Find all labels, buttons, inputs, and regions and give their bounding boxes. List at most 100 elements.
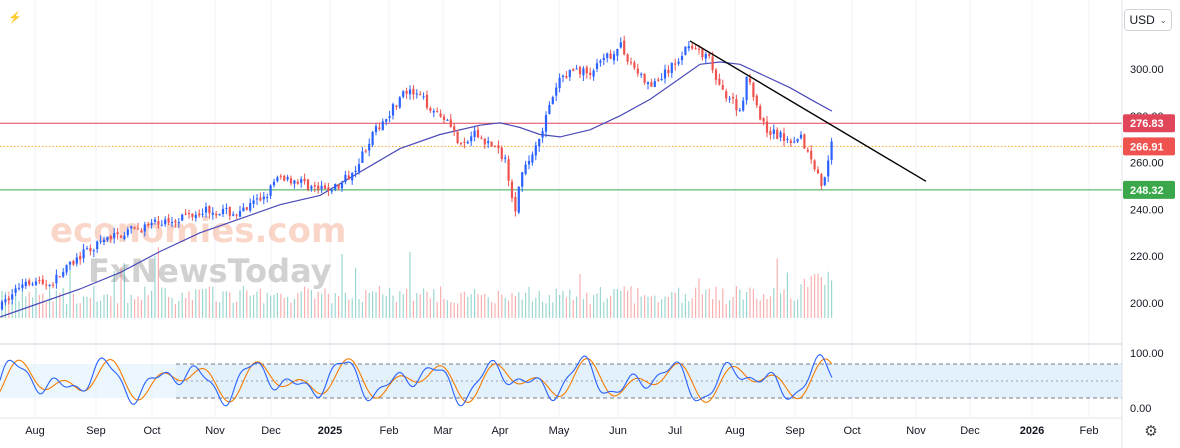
volume-bar (334, 292, 336, 318)
volume-bar (341, 253, 343, 318)
volume-bar (763, 293, 765, 318)
volume-bar (637, 288, 639, 318)
volume-bar (293, 299, 295, 318)
candle-body (391, 104, 395, 116)
volume-bar (157, 247, 159, 318)
candle-body (21, 284, 24, 289)
volume-bar (151, 290, 153, 318)
volume-bar (817, 273, 819, 318)
candle-body (7, 298, 10, 301)
volume-bar (239, 290, 241, 318)
candle-body (538, 138, 541, 147)
candle-body (198, 213, 201, 216)
candle-body (813, 160, 816, 170)
candle-body (476, 129, 480, 138)
volume-bar (572, 299, 574, 318)
trendline[interactable] (689, 40, 927, 182)
candle-body (109, 235, 112, 240)
volume-bar (467, 296, 469, 318)
stochastic-panel (0, 343, 1122, 407)
candle-body (65, 265, 68, 273)
candle-body (779, 132, 782, 138)
candle-body (317, 185, 320, 190)
candle-body (653, 81, 656, 87)
candle-body (218, 213, 221, 216)
candle-body (24, 281, 27, 286)
candle-body (215, 213, 218, 216)
volume-bar (110, 296, 112, 318)
volume-bar (195, 289, 197, 318)
candle-body (249, 203, 252, 211)
candle-body (123, 235, 126, 240)
candle-body (174, 220, 177, 223)
x-tick-label: Aug (25, 425, 45, 437)
candle-body (776, 129, 779, 139)
candle-body (164, 219, 167, 225)
volume-bar (310, 290, 312, 318)
currency-selector[interactable]: USD ⌄ (1124, 9, 1172, 31)
candle-body (578, 66, 582, 75)
volume-bar (477, 293, 479, 318)
volume-bar (232, 302, 234, 318)
volume-bar (450, 302, 452, 318)
candle-body (521, 172, 524, 187)
volume-bar (474, 289, 476, 318)
candle-body (572, 69, 575, 72)
y-tick-label: 240.00 (1130, 204, 1164, 216)
candle-body (255, 198, 259, 200)
candle-body (544, 115, 548, 132)
volume-bar (416, 292, 418, 318)
candle-body (646, 82, 650, 85)
volume-bar (117, 303, 119, 318)
volume-bar (304, 286, 306, 318)
volume-bar (786, 272, 788, 318)
volume-bar (759, 300, 761, 318)
volume-bar (749, 287, 751, 318)
volume-bar (290, 302, 292, 318)
volume-bar (810, 276, 812, 318)
candle-body (667, 69, 670, 74)
gear-icon[interactable]: ⚙ (1144, 423, 1158, 440)
candle-body (660, 78, 663, 80)
candle-body (408, 89, 412, 95)
candle-body (170, 222, 174, 224)
volume-bar (773, 287, 775, 318)
volume-bar (314, 298, 316, 318)
candle-body (68, 261, 72, 265)
volume-bar (49, 286, 51, 318)
volume-bar (831, 280, 833, 318)
candle-body (541, 131, 544, 138)
stoch-d-line (0, 358, 833, 403)
candle-body (432, 110, 435, 113)
candle-body (708, 53, 711, 56)
volume-bar (654, 295, 656, 318)
candle-body (245, 207, 248, 210)
volume-bar (66, 303, 68, 318)
volume-bar (147, 295, 149, 318)
candle-body (711, 56, 714, 71)
volume-bar (154, 256, 156, 318)
volume-bar (610, 295, 612, 318)
volume-bar (113, 270, 115, 318)
candle-body (313, 185, 316, 187)
candle-body (575, 68, 578, 70)
candle-body (830, 141, 833, 160)
time-axis: Aug Sep Oct Nov Dec 2025 Feb Mar Apr May Jun Jul Aug… (25, 425, 1098, 437)
volume-bar (691, 298, 693, 318)
candle-body (480, 137, 483, 139)
volume-bar (331, 303, 333, 318)
volume-bar (725, 303, 727, 318)
volume-bar (752, 289, 754, 318)
volume-bar (72, 293, 74, 318)
volume-bar (718, 300, 720, 318)
volume-bar (120, 267, 122, 318)
volume-bar (205, 288, 207, 318)
volume-bar (365, 290, 367, 318)
candle-body (789, 140, 792, 143)
volume-bar (225, 291, 227, 318)
candle-body (466, 141, 469, 144)
volume-bar (79, 303, 81, 318)
volume-bar (712, 299, 714, 318)
volume-bar (576, 296, 578, 318)
